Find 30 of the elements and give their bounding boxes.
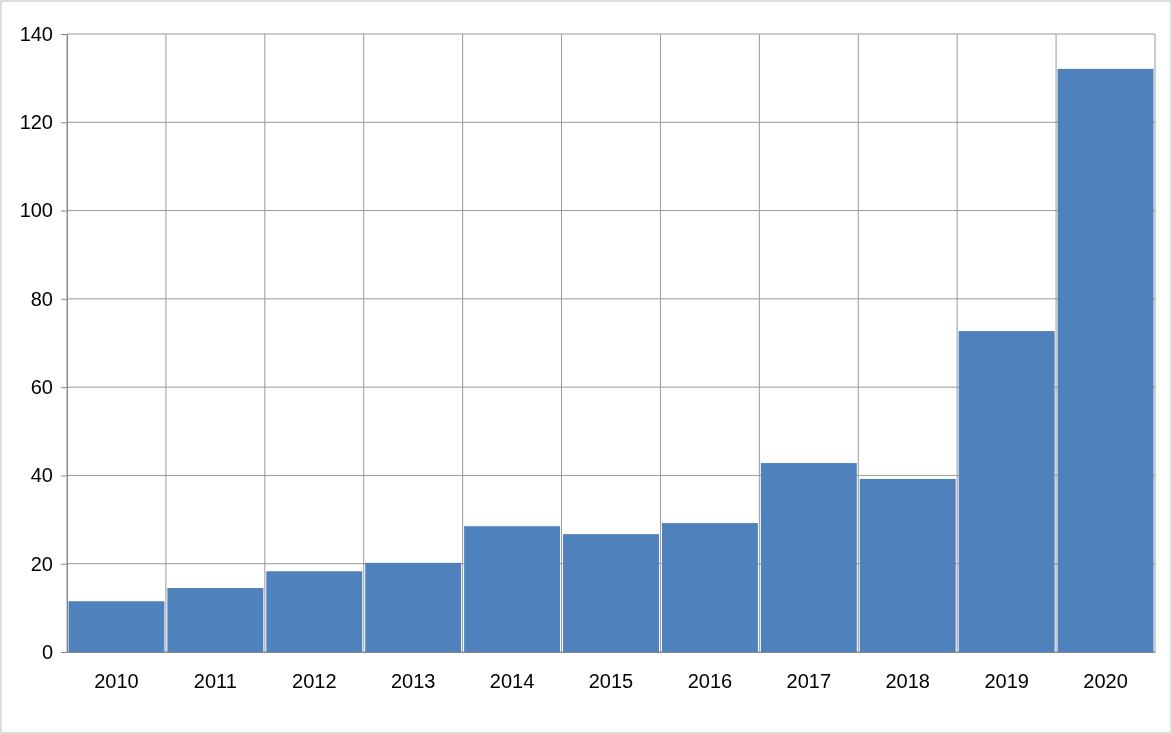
- x-tick-label: 2020: [1083, 670, 1128, 693]
- x-tick-label: 2015: [588, 670, 634, 693]
- bar: [1057, 68, 1154, 652]
- x-tick-label: 2019: [984, 670, 1029, 693]
- y-tick-label: 140: [19, 22, 53, 45]
- bar: [464, 526, 561, 652]
- x-tick-label: 2011: [193, 670, 237, 693]
- x-tick-label: 2018: [885, 670, 930, 693]
- bar: [958, 331, 1055, 652]
- x-tick-label: 2013: [390, 670, 436, 693]
- y-tick-label: 120: [19, 111, 53, 134]
- y-tick-label: 20: [30, 552, 53, 575]
- y-tick-label: 0: [41, 640, 53, 663]
- y-tick-label: 100: [19, 199, 53, 222]
- bar: [760, 463, 857, 652]
- bar: [365, 562, 462, 652]
- bar: [859, 478, 956, 652]
- bar: [266, 571, 363, 652]
- x-tick-label: 2012: [292, 670, 337, 693]
- bar: [167, 587, 264, 652]
- y-tick-label: 80: [30, 287, 53, 310]
- bar: [68, 601, 165, 652]
- bar: [563, 534, 659, 652]
- y-tick-label: 40: [30, 464, 53, 487]
- x-tick-label: 2014: [489, 670, 535, 693]
- x-tick-label: 2016: [687, 670, 733, 693]
- x-tick-label: 2017: [786, 670, 832, 693]
- bar: [661, 523, 758, 652]
- x-tick-label: 2010: [94, 670, 139, 693]
- y-tick-label: 60: [30, 376, 53, 399]
